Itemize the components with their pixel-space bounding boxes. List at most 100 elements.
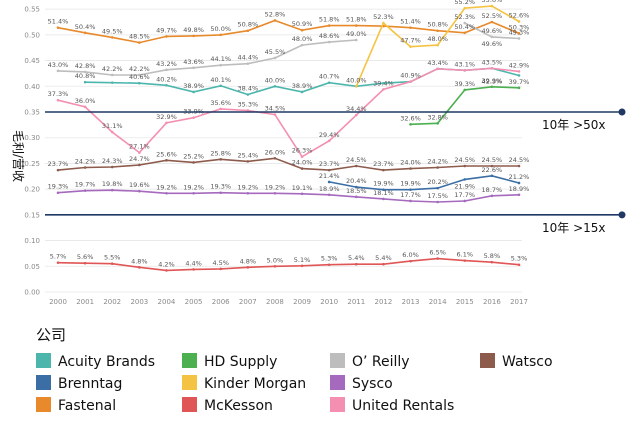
data-point — [138, 151, 141, 154]
data-label: 6.5% — [429, 249, 446, 257]
series-line-watsco — [57, 157, 519, 171]
data-point — [409, 45, 412, 48]
data-point — [463, 178, 467, 181]
data-label: 50.8% — [237, 21, 258, 29]
legend-swatch — [182, 397, 197, 412]
data-label: 32.9% — [156, 113, 177, 121]
data-point — [490, 260, 494, 264]
data-point — [490, 66, 494, 70]
data-point — [56, 26, 60, 29]
data-label: 50.0% — [210, 25, 231, 33]
legend-swatch — [330, 353, 345, 368]
data-point — [192, 191, 195, 195]
data-point — [165, 68, 168, 72]
data-label: 39.9% — [482, 77, 503, 85]
data-label: 48.5% — [129, 33, 150, 41]
data-point — [273, 156, 277, 160]
x-tick-label: 2001 — [76, 298, 94, 306]
y-tick-label: 0.30 — [24, 134, 40, 142]
data-label: 50.8% — [427, 21, 448, 29]
data-label: 24.5% — [454, 156, 475, 164]
data-point — [517, 263, 521, 267]
series-line-brenntag — [329, 174, 520, 191]
data-label: 49.7% — [156, 26, 177, 34]
data-point — [110, 73, 114, 77]
data-label: 21.9% — [454, 182, 475, 190]
data-label: 19.6% — [129, 181, 150, 189]
data-point — [463, 164, 467, 168]
data-label: 21.2% — [509, 173, 530, 181]
data-label: 22.6% — [482, 166, 503, 174]
data-label: 51.4% — [400, 18, 421, 26]
data-label: 19.1% — [292, 184, 313, 192]
data-label: 39.4% — [373, 79, 394, 87]
data-point — [409, 188, 412, 191]
data-point — [517, 181, 521, 185]
data-point — [382, 188, 385, 191]
data-label: 48.6% — [319, 32, 340, 40]
data-label: 52.6% — [509, 11, 530, 19]
data-point — [219, 267, 223, 271]
data-point — [409, 167, 412, 170]
data-point — [246, 93, 250, 96]
data-label: 6.1% — [457, 251, 474, 259]
data-label: 25.6% — [156, 150, 177, 158]
data-point — [354, 38, 358, 42]
data-label: 24.0% — [400, 159, 421, 167]
data-label: 42.8% — [75, 62, 96, 70]
x-tick-label: 2005 — [185, 298, 203, 306]
data-label: 48.0% — [427, 35, 448, 43]
data-point — [83, 166, 87, 169]
data-point — [409, 26, 412, 29]
legend-swatch — [480, 353, 495, 368]
data-label: 38.9% — [183, 82, 204, 90]
data-label: 55.6% — [482, 0, 503, 4]
data-label: 17.7% — [454, 191, 475, 199]
data-point — [490, 4, 494, 8]
data-label: 19.9% — [400, 180, 421, 188]
legend-swatch — [36, 353, 51, 368]
data-point — [246, 29, 250, 33]
data-point — [300, 28, 304, 32]
legend-entry: Brenntag — [58, 376, 122, 392]
reference-line-label: 10年 >15x — [542, 221, 606, 235]
data-point — [219, 191, 223, 195]
data-label: 50.4% — [454, 23, 475, 31]
data-label: 42.9% — [509, 61, 530, 69]
data-label: 18.5% — [346, 187, 367, 195]
data-label: 34.4% — [346, 105, 367, 113]
data-point — [110, 36, 114, 39]
x-tick-label: 2017 — [510, 298, 528, 306]
data-label: 24.2% — [427, 158, 448, 166]
data-label: 24.2% — [75, 158, 96, 166]
data-label: 24.7% — [129, 155, 150, 163]
legend-title: 公司 — [36, 326, 66, 344]
y-axis-ticks: 0.00 0.05 0.10 0.15 0.20 0.25 0.30 0.35 0.40 0.45… — [24, 6, 40, 297]
data-label: 39.7% — [509, 78, 530, 86]
data-point — [517, 37, 521, 40]
legend-swatch — [182, 375, 197, 390]
data-label: 44.1% — [210, 55, 231, 63]
data-point — [219, 33, 223, 37]
data-point — [382, 21, 385, 25]
data-label: 26.0% — [265, 148, 286, 156]
x-tick-label: 2010 — [320, 298, 338, 306]
data-point — [490, 164, 494, 168]
data-label: 5.7% — [50, 253, 67, 261]
data-point — [463, 6, 467, 10]
data-label: 19.8% — [102, 180, 123, 188]
y-tick-label: 0.45 — [24, 57, 40, 65]
series-lines — [56, 4, 521, 272]
data-point — [138, 163, 141, 167]
data-label: 20.4% — [346, 177, 367, 185]
data-point — [327, 139, 331, 143]
data-point — [56, 191, 60, 195]
data-label: 19.3% — [48, 183, 69, 191]
data-point — [83, 189, 87, 192]
data-point — [436, 122, 439, 125]
data-point — [517, 32, 521, 35]
data-point — [165, 159, 168, 162]
data-label: 18.9% — [319, 185, 340, 193]
x-tick-label: 2011 — [347, 298, 365, 306]
